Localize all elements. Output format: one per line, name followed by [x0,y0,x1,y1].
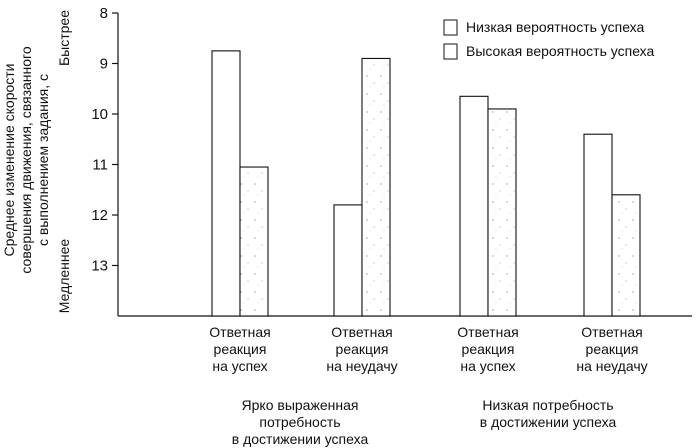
group-label: в достижении успеха [480,414,617,430]
y-ticks: 8 9 10 11 12 13 [91,5,118,275]
y-axis-title-line-3: с выполнением задания, с [35,74,51,246]
group-label: Ярко выраженная [242,397,359,413]
bar-low-probability [333,204,363,317]
bar-high-probability [361,57,391,317]
category-label: реакция [462,341,515,357]
y-axis-title: Среднее изменение скорости совершения дв… [1,46,51,273]
legend-swatch-high [443,43,458,60]
y-tick-label: 10 [91,106,108,123]
category-label: Ответная [331,324,392,340]
category-label: реакция [336,341,389,357]
y-tick-label: 8 [100,5,108,22]
category-label: Ответная [581,324,642,340]
category-label: на успех [212,358,267,374]
y-tick-label: 11 [92,157,108,174]
legend: Низкая вероятность успеха Высокая вероят… [443,19,655,60]
bar-high-probability [487,108,517,317]
bar-low-probability [583,133,613,317]
category-label: Ответная [209,324,270,340]
legend-label-high: Высокая вероятность успеха [466,43,655,59]
y-axis-title-line-1: Среднее изменение скорости [1,63,17,256]
bars [211,50,641,317]
category-label: реакция [586,341,639,357]
bar-high-probability [239,166,269,317]
group-label: в достижении успеха [232,431,369,447]
category-label: на неудачу [576,358,647,374]
bar-low-probability [211,50,241,317]
slower-label: Медленнее [56,239,72,314]
y-tick-label: 9 [100,56,108,73]
y-tick-label: 13 [91,258,108,275]
category-label: на неудачу [326,358,397,374]
y-axis-title-line-2: совершения движения, связанного [18,46,34,273]
category-label: реакция [214,341,267,357]
category-label: на успех [460,358,515,374]
y-tick-label: 12 [91,207,108,224]
category-label: Ответная [457,324,518,340]
faster-label: Быстрее [56,10,72,66]
group-label: потребность [259,414,340,430]
group-label: Низкая потребность [482,397,613,413]
bar-high-probability [611,194,641,317]
bar-low-probability [459,95,489,317]
legend-swatch-low [443,19,458,36]
legend-label-low: Низкая вероятность успеха [466,19,645,35]
